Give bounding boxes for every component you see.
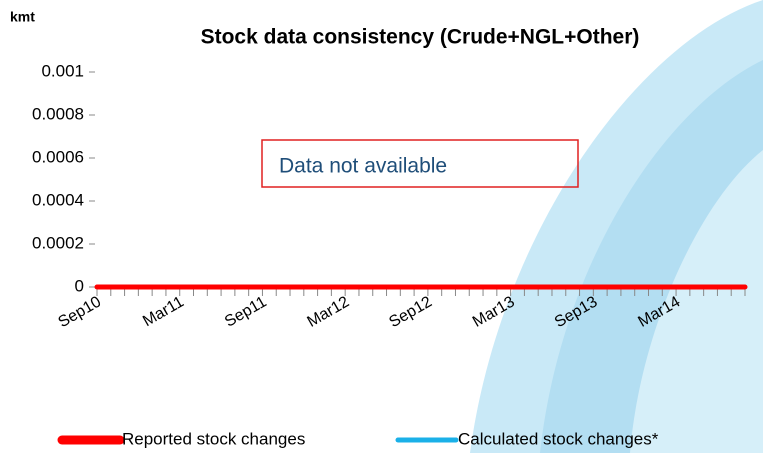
y-tick-label: 0.0006 bbox=[32, 147, 84, 166]
annotation: Data not available bbox=[279, 155, 447, 178]
chart-title: Stock data consistency (Crude+NGL+Other) bbox=[201, 26, 640, 49]
x-tick-label: Sep10 bbox=[56, 293, 105, 331]
legend-label: Reported stock changes bbox=[122, 429, 305, 448]
x-tick-label: Mar11 bbox=[140, 293, 187, 330]
y-tick-label: 0.0008 bbox=[32, 104, 84, 123]
x-tick-label: Sep12 bbox=[386, 293, 435, 331]
annotation-box bbox=[261, 139, 579, 188]
background-swoosh bbox=[630, 150, 763, 453]
y-tick-label: 0.0004 bbox=[32, 190, 84, 209]
y-tick-label: 0 bbox=[75, 276, 84, 295]
y-tick-label: 0.001 bbox=[41, 61, 84, 80]
unit-label: kmt bbox=[10, 9, 35, 25]
legend-label: Calculated stock changes* bbox=[458, 429, 659, 448]
y-tick-label: 0.0002 bbox=[32, 233, 84, 252]
x-tick-label: Sep11 bbox=[222, 293, 270, 330]
x-tick-label: Mar12 bbox=[304, 293, 352, 330]
